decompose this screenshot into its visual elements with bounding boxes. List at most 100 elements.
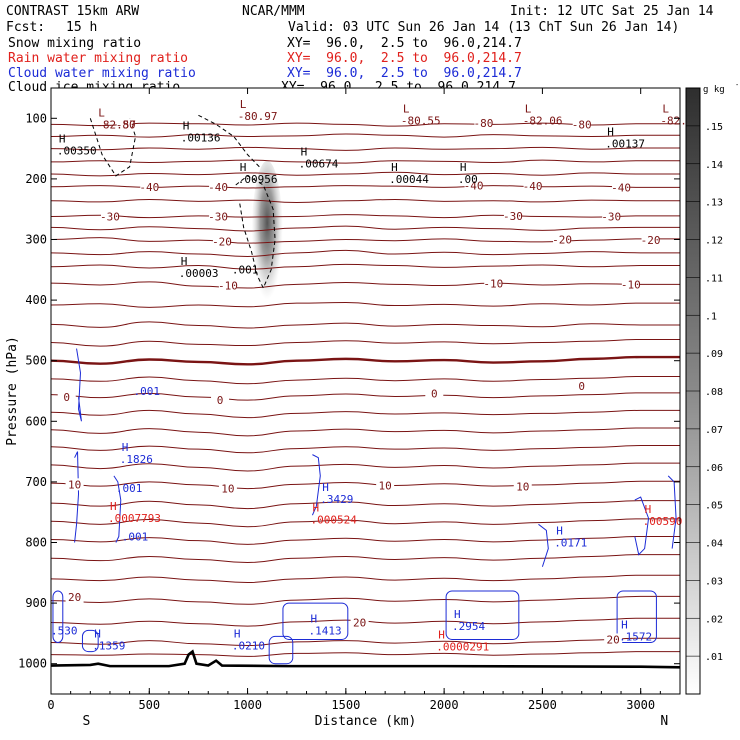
- contour-label: 20: [68, 591, 81, 604]
- extremum-marker: H: [645, 503, 652, 516]
- axes: 0 500 1000 1500 2000 2500 30001002003004005006…: [5, 88, 680, 729]
- extremum-marker: H: [391, 161, 398, 174]
- contour-label-bg: [116, 118, 135, 131]
- cloud-water-contour: [445, 590, 520, 640]
- contour-label: 0: [578, 380, 585, 393]
- contour-label: 0: [217, 394, 224, 407]
- contour-label: -20: [552, 234, 572, 247]
- colorbar-tick-label: .01: [705, 652, 723, 663]
- extremum-value: -82.5: [660, 115, 693, 128]
- isotherm-line-14: [50, 321, 680, 329]
- isotherm-line-4: [50, 171, 680, 177]
- contour-label-bg: [604, 633, 623, 646]
- extremum-value: .00003: [179, 267, 219, 280]
- contour-label-bg: [209, 210, 228, 223]
- init-time: Init: 12 UTC Sat 25 Jan 14: [510, 4, 714, 19]
- isotherm-line-3: [50, 159, 680, 164]
- colorbar-unit-exponent: -1: [735, 81, 740, 89]
- cloud-water-contour: [311, 454, 321, 516]
- legend-rain-label: Rain water mixing ratio: [8, 51, 189, 66]
- extremum-value: .001: [122, 530, 149, 543]
- extremum-marker: H: [312, 501, 319, 514]
- extremum-value: .1359: [92, 639, 125, 652]
- extremum-value: .2954: [452, 620, 485, 633]
- forecast-label: Fcst:: [6, 20, 46, 35]
- isotherm--20: [50, 237, 680, 244]
- isotherm-line-6: [50, 199, 680, 204]
- contour-label-bg: [513, 480, 532, 493]
- snow-contour: [89, 118, 137, 177]
- isotherm-line-10: [50, 249, 680, 257]
- extremum-value: .001: [116, 482, 143, 495]
- legend-cloudwater-xy: XY= 96.0, 2.5 to 96.0,214.7: [287, 66, 522, 81]
- extremum-value: .00044: [389, 173, 429, 186]
- extremum-value: .00590: [643, 515, 683, 528]
- legend-snow-xy: XY= 96.0, 2.5 to 96.0,214.7: [287, 36, 522, 51]
- isotherm-line-32: [50, 651, 680, 657]
- colorbar-tick-label: .03: [705, 576, 723, 587]
- temperature-contours: [50, 122, 680, 657]
- contour-label-bg: [57, 391, 76, 404]
- contour-label: -30: [503, 210, 523, 223]
- valid-time: Valid: 03 UTC Sun 26 Jan 14 (13 ChT Sun …: [288, 20, 680, 35]
- extremum-marker: H: [240, 161, 247, 174]
- extremum-value: .00956: [238, 173, 278, 186]
- isotherm-line-18: [50, 392, 680, 401]
- colorbar-tick-label: .11: [705, 273, 723, 284]
- isotherm-20: [50, 554, 680, 563]
- colorbar-tick-label: .15: [705, 122, 723, 133]
- contour-label-bg: [612, 181, 631, 194]
- contour-label: -10: [621, 278, 641, 291]
- contour-label: 10: [379, 480, 392, 493]
- snow-contour: [235, 175, 276, 290]
- extremum-value: .0007793: [108, 512, 161, 525]
- contour-label: -80: [572, 118, 592, 131]
- extremum-value: .0210: [232, 639, 265, 652]
- extremum-marker: H: [183, 120, 190, 133]
- colorbar-tick-label: .07: [705, 425, 723, 436]
- isotherm-line-22: [50, 462, 680, 472]
- isotherm-line-11: [50, 263, 680, 270]
- cloud-water-contour: [268, 635, 294, 665]
- contour-label: 10: [516, 481, 529, 494]
- contour-label-bg: [572, 118, 591, 131]
- colorbar: .15 .14 .13 .12 .11 .1 .09 .08 .07 .06 .05 .04 .03 .0…: [685, 81, 740, 695]
- extremum-value: .0171: [554, 536, 587, 549]
- y-tick-label: 600: [25, 414, 47, 428]
- contour-label: 20: [353, 616, 366, 629]
- isotherm-line-15: [50, 338, 680, 347]
- extremum-marker: L: [240, 98, 247, 111]
- contour-label-bg: [621, 278, 640, 291]
- contour-label-bg: [553, 233, 572, 246]
- y-tick-label: 900: [25, 596, 47, 610]
- contour-label-bg: [140, 180, 159, 193]
- extremum-value: -80.97: [238, 110, 278, 123]
- contour-label: -80: [116, 118, 136, 131]
- contour-label: 0: [431, 387, 438, 400]
- contour-label-bg: [218, 482, 237, 495]
- contour-label-bg: [474, 117, 493, 130]
- extremum-value: .00: [458, 173, 478, 186]
- extremum-marker: H: [94, 627, 101, 640]
- extremum-marker: H: [59, 132, 66, 145]
- extremum-value: .0000291: [436, 641, 489, 654]
- contour-label: 20: [607, 633, 620, 646]
- contour-label-bg: [503, 209, 522, 222]
- model-name: CONTRAST 15km ARW: [6, 4, 140, 19]
- extremum-value: .001: [232, 264, 259, 277]
- forecast-hours: 15 h: [66, 20, 98, 35]
- colorbar-tick-label: .06: [705, 463, 723, 474]
- isotherm-0: [50, 355, 680, 366]
- contour-label-bg: [602, 210, 621, 223]
- y-tick-label: 500: [25, 354, 47, 368]
- x-tick-label: 2500: [528, 698, 557, 712]
- cloud-water-contour: [76, 348, 82, 422]
- colorbar-unit: g kg: [703, 85, 725, 95]
- contour-label: -10: [218, 280, 238, 293]
- isotherm-line-29: [50, 595, 680, 605]
- south-label: S: [82, 714, 90, 729]
- isotherm-line-13: [50, 302, 680, 308]
- extremum-value: .00674: [299, 158, 339, 171]
- extremum-marker: L: [525, 103, 532, 116]
